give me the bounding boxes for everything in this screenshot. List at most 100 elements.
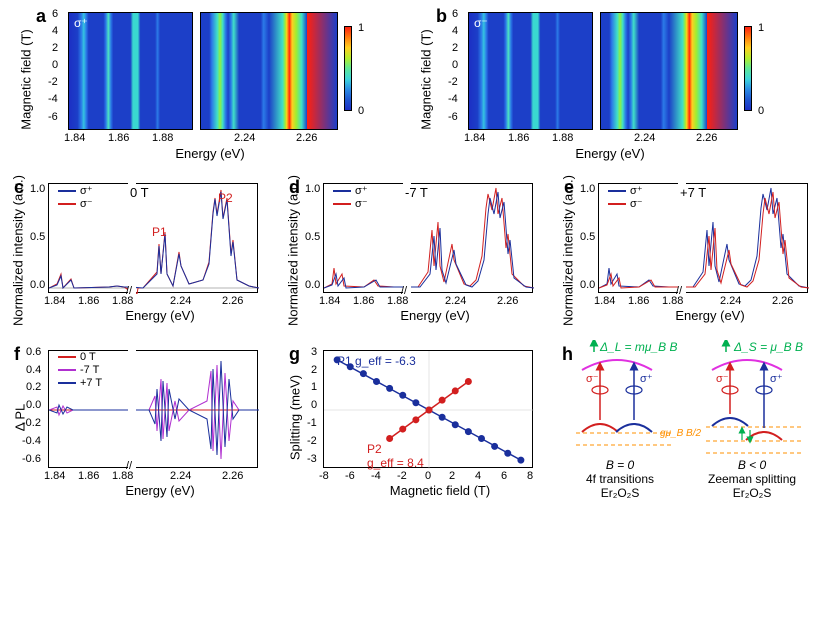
xtick: 2.24	[445, 295, 466, 307]
xtick: -2	[397, 470, 407, 482]
peak-p2: P2	[218, 191, 233, 205]
xtick: 1.86	[353, 295, 374, 307]
ytick: -0.4	[22, 435, 41, 447]
ytick: -2	[448, 76, 458, 88]
ytick: 0.0	[30, 279, 45, 291]
ytick: 1.0	[305, 183, 320, 195]
cb-b-max: 1	[758, 22, 764, 34]
ytick: -6	[48, 111, 58, 123]
ytick: 0.5	[305, 231, 320, 243]
xtick: -8	[319, 470, 329, 482]
xtick: 1.88	[152, 132, 173, 144]
svg-text:σ⁺: σ⁺	[770, 373, 783, 385]
xtick: 1.88	[387, 295, 408, 307]
ytick: 0.0	[580, 279, 595, 291]
xtick: 2.24	[720, 295, 741, 307]
ytick: 3	[311, 346, 317, 358]
xtick: 1.84	[464, 132, 485, 144]
ytick: -0.2	[22, 417, 41, 429]
sigma-label-b: σ⁻	[474, 16, 488, 30]
ytick: -4	[448, 93, 458, 105]
xtick: 2.24	[234, 132, 255, 144]
colorbar-a	[344, 26, 352, 111]
panel-e: e Normalized intensity (a.u.) // σ⁺ σ⁻ +…	[550, 173, 822, 333]
ytick: -2	[307, 435, 317, 447]
xtick: 1.86	[78, 295, 99, 307]
xtick: -4	[371, 470, 381, 482]
legend-f-2: +7 T	[58, 377, 102, 389]
legend-c-plus: σ⁺	[58, 184, 93, 197]
xtick: 2.24	[634, 132, 655, 144]
legend-f-1: -7 T	[58, 364, 99, 376]
legend-d-plus: σ⁺	[333, 184, 368, 197]
xtick: 1.84	[594, 295, 615, 307]
xtick: 1.88	[112, 470, 133, 482]
ytick: 0.5	[580, 231, 595, 243]
ytick: 0.2	[26, 381, 41, 393]
xtick: 1.88	[552, 132, 573, 144]
xtick: 0	[425, 470, 431, 482]
panel-b: b Magnetic field (T) σ⁻ 1 0 6 4 2 0 -2 -…	[400, 0, 810, 165]
scatter-g-svg	[324, 351, 534, 469]
ytick: -1	[307, 417, 317, 429]
xlabel-e: Energy (eV)	[660, 308, 760, 323]
delta-L: Δ_L = mμ_B B	[600, 340, 677, 354]
ytick: 0.0	[26, 399, 41, 411]
ytick: 1.0	[580, 183, 595, 195]
xtick: 1.84	[64, 132, 85, 144]
label-b: b	[436, 6, 447, 27]
panel-g: g Splitting (meV) P1 g_eff = -6.3 P2g_ef…	[275, 340, 550, 500]
xtick: 2.26	[696, 132, 717, 144]
ytick: 2	[311, 364, 317, 376]
xtick: 2.26	[772, 295, 793, 307]
cb-b-min: 0	[758, 105, 764, 117]
ylabel-d: Normalized intensity (a.u.)	[286, 171, 301, 331]
label-f: f	[14, 344, 20, 365]
ytick: 2	[452, 42, 458, 54]
legend-d-minus: σ⁻	[333, 197, 368, 210]
sigma-label-a: σ⁺	[74, 16, 88, 30]
ytick: 0.5	[30, 231, 45, 243]
ytick: -0.6	[22, 453, 41, 465]
xlabel-g: Magnetic field (T)	[380, 483, 500, 498]
xtick: 2.26	[497, 295, 518, 307]
field-c: 0 T	[130, 185, 149, 200]
ylabel-c: Normalized intensity (a.u.)	[11, 171, 26, 331]
xlabel-f: Energy (eV)	[110, 483, 210, 498]
ytick: 0.6	[26, 346, 41, 358]
xlabel-b: Energy (eV)	[560, 146, 660, 161]
field-e: +7 T	[680, 185, 706, 200]
ytick: 4	[452, 25, 458, 37]
xtick: 8	[527, 470, 533, 482]
ytick: 1.0	[30, 183, 45, 195]
ytick: 1	[311, 381, 317, 393]
xtick: 6	[501, 470, 507, 482]
xtick: 1.84	[44, 470, 65, 482]
g-p2-label: P2g_eff = 8.4	[367, 442, 424, 470]
ytick: 0	[52, 59, 58, 71]
xtick: 2.24	[170, 470, 191, 482]
ylabel-g: Splitting (meV)	[288, 368, 303, 468]
ytick: -3	[307, 453, 317, 465]
xlabel-d: Energy (eV)	[385, 308, 485, 323]
colorbar-b	[744, 26, 752, 111]
field-d: -7 T	[405, 185, 428, 200]
svg-text:σ⁻: σ⁻	[716, 373, 729, 385]
heatmap-a-right	[200, 12, 338, 130]
legend-e-minus: σ⁻	[608, 197, 643, 210]
panel-d: d Normalized intensity (a.u.) // σ⁺ σ⁻ -…	[275, 173, 550, 333]
legend-e-plus: σ⁺	[608, 184, 643, 197]
xtick: 2.24	[170, 295, 191, 307]
xtick: 1.86	[628, 295, 649, 307]
cb-a-max: 1	[358, 22, 364, 34]
xtick: -6	[345, 470, 355, 482]
xtick: 2	[449, 470, 455, 482]
ytick: 2	[52, 42, 58, 54]
xtick: 1.84	[44, 295, 65, 307]
panel-a: a Magnetic field (T) σ⁺ 1 0 6 4 2 0 -2 -…	[0, 0, 410, 165]
xtick: 1.86	[508, 132, 529, 144]
xtick: 1.88	[662, 295, 683, 307]
xtick: 1.84	[319, 295, 340, 307]
ylabel-e: Normalized intensity (a.u.)	[561, 171, 576, 331]
ytick: -6	[448, 111, 458, 123]
